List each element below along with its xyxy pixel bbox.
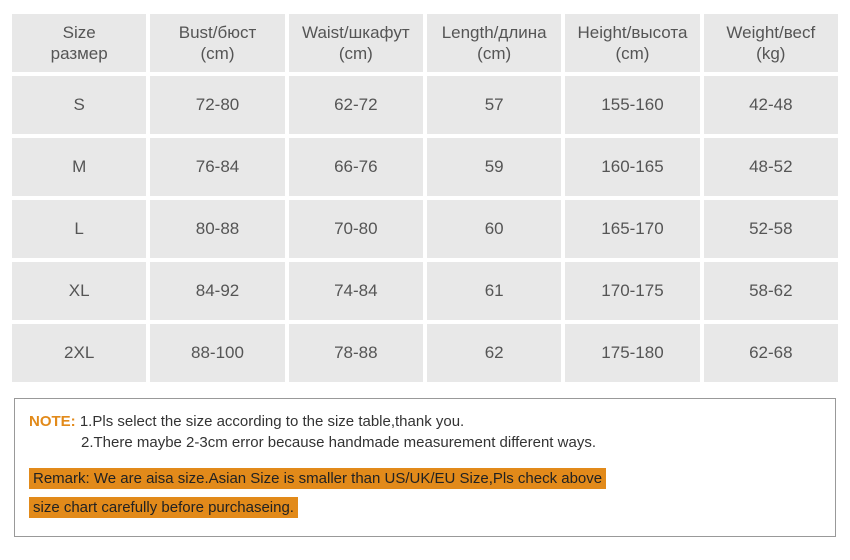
- cell-height: 155-160: [565, 76, 699, 134]
- table-row: 2XL 88-100 78-88 62 175-180 62-68: [12, 324, 838, 382]
- table-row: M 76-84 66-76 59 160-165 48-52: [12, 138, 838, 196]
- note-line-1: NOTE: 1.Pls select the size according to…: [29, 413, 821, 430]
- size-chart-table: Size размер Bust/бюст (cm) Waist/шкафут …: [8, 10, 842, 386]
- col-header-size: Size размер: [12, 14, 146, 72]
- cell-bust: 84-92: [150, 262, 284, 320]
- cell-length: 60: [427, 200, 561, 258]
- cell-length: 61: [427, 262, 561, 320]
- header-line1: Bust/бюст: [154, 22, 280, 43]
- cell-bust: 88-100: [150, 324, 284, 382]
- header-line2: (cm): [431, 43, 557, 64]
- cell-bust: 80-88: [150, 200, 284, 258]
- cell-bust: 72-80: [150, 76, 284, 134]
- cell-height: 170-175: [565, 262, 699, 320]
- remark-line-2: size chart carefully before purchaseing.: [29, 497, 298, 518]
- header-line2: размер: [16, 43, 142, 64]
- table-header-row: Size размер Bust/бюст (cm) Waist/шкафут …: [12, 14, 838, 72]
- col-header-length: Length/длина (cm): [427, 14, 561, 72]
- note-label: NOTE:: [29, 413, 76, 430]
- cell-weight: 52-58: [704, 200, 838, 258]
- header-line1: Height/высота: [569, 22, 695, 43]
- cell-length: 59: [427, 138, 561, 196]
- header-line1: Length/длина: [431, 22, 557, 43]
- table-row: XL 84-92 74-84 61 170-175 58-62: [12, 262, 838, 320]
- col-header-waist: Waist/шкафут (cm): [289, 14, 423, 72]
- cell-height: 165-170: [565, 200, 699, 258]
- cell-height: 175-180: [565, 324, 699, 382]
- cell-waist: 70-80: [289, 200, 423, 258]
- table-row: S 72-80 62-72 57 155-160 42-48: [12, 76, 838, 134]
- header-line2: (cm): [293, 43, 419, 64]
- col-header-height: Height/высота (cm): [565, 14, 699, 72]
- cell-waist: 62-72: [289, 76, 423, 134]
- cell-waist: 66-76: [289, 138, 423, 196]
- cell-size: S: [12, 76, 146, 134]
- remark-block: Remark: We are aisa size.Asian Size is s…: [29, 465, 821, 522]
- cell-length: 62: [427, 324, 561, 382]
- cell-size: XL: [12, 262, 146, 320]
- cell-bust: 76-84: [150, 138, 284, 196]
- header-line2: (cm): [154, 43, 280, 64]
- cell-size: L: [12, 200, 146, 258]
- cell-waist: 78-88: [289, 324, 423, 382]
- col-header-bust: Bust/бюст (cm): [150, 14, 284, 72]
- cell-weight: 62-68: [704, 324, 838, 382]
- cell-weight: 42-48: [704, 76, 838, 134]
- cell-height: 160-165: [565, 138, 699, 196]
- cell-length: 57: [427, 76, 561, 134]
- cell-waist: 74-84: [289, 262, 423, 320]
- col-header-weight: Weight/весf (kg): [704, 14, 838, 72]
- cell-size: 2XL: [12, 324, 146, 382]
- cell-weight: 58-62: [704, 262, 838, 320]
- cell-weight: 48-52: [704, 138, 838, 196]
- header-line2: (kg): [708, 43, 834, 64]
- note-box: NOTE: 1.Pls select the size according to…: [14, 398, 836, 537]
- note-line-2: 2.There maybe 2-3cm error because handma…: [29, 434, 821, 451]
- table-row: L 80-88 70-80 60 165-170 52-58: [12, 200, 838, 258]
- note-text-2: 2.There maybe 2-3cm error because handma…: [81, 434, 596, 451]
- remark-line-1: Remark: We are aisa size.Asian Size is s…: [29, 468, 606, 489]
- cell-size: M: [12, 138, 146, 196]
- header-line1: Weight/весf: [708, 22, 834, 43]
- header-line1: Waist/шкафут: [293, 22, 419, 43]
- note-text-1: 1.Pls select the size according to the s…: [80, 413, 464, 430]
- header-line2: (cm): [569, 43, 695, 64]
- header-line1: Size: [16, 22, 142, 43]
